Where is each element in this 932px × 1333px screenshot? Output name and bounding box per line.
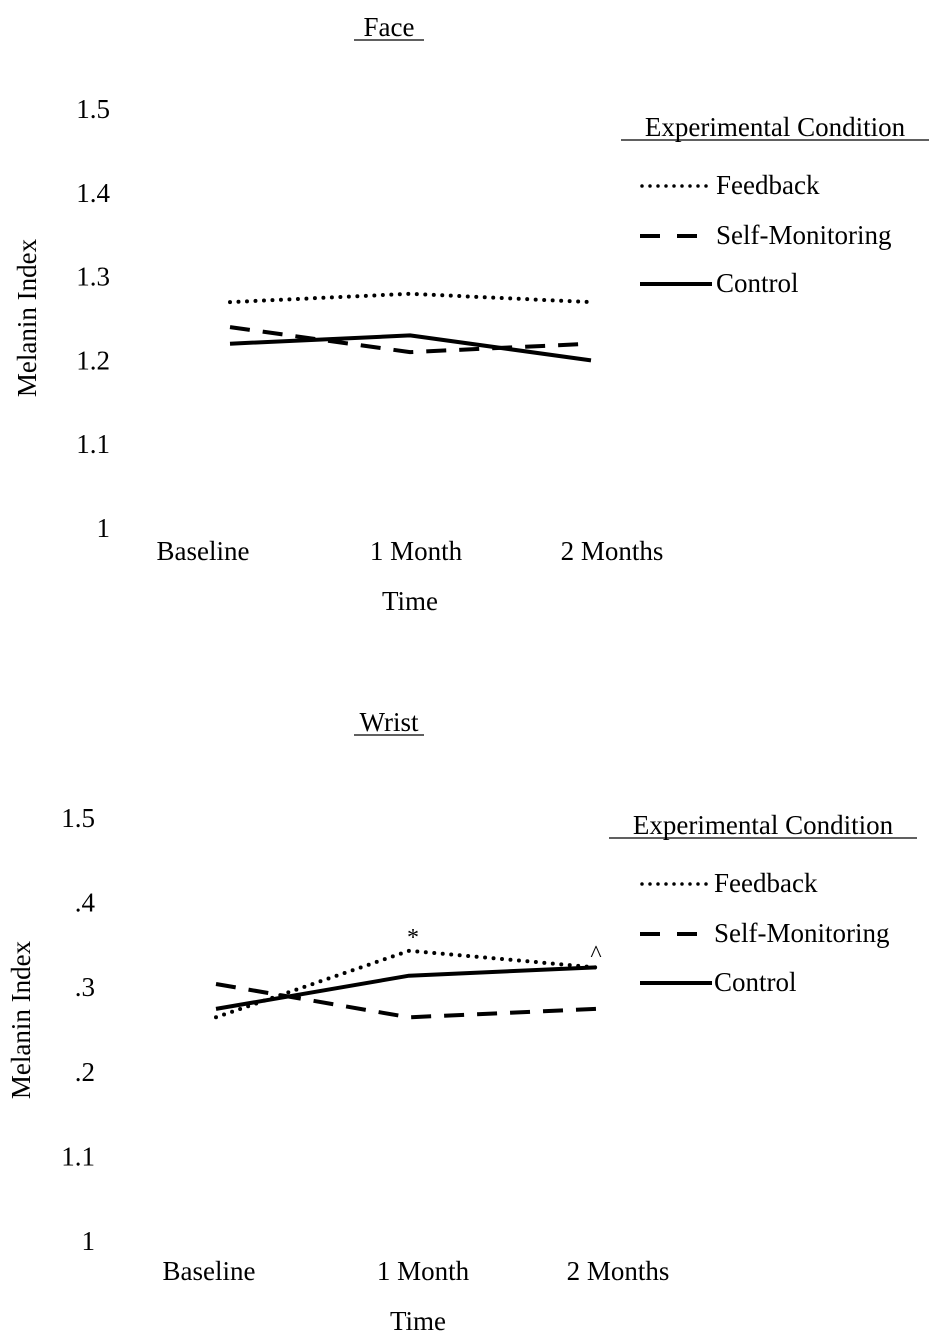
x-tick-label: 2 Months <box>567 1256 670 1286</box>
x-axis-label: Time <box>382 586 438 616</box>
y-tick-label: .3 <box>75 972 95 1002</box>
series-line-control <box>215 965 597 1011</box>
series-line-control <box>229 333 592 363</box>
y-tick-label: .4 <box>75 888 96 918</box>
y-tick-label: 1.3 <box>76 262 110 292</box>
series-line-self-monitoring <box>229 325 592 355</box>
y-tick-label: 1.1 <box>76 429 110 459</box>
legend-label: Control <box>716 268 799 298</box>
y-axis-label: Melanin Index <box>12 238 42 397</box>
chart-1: Wrist 1 1.1 .2 .3 .4 1.5 Melanin Index Baseline 1… <box>6 707 917 1333</box>
y-tick-label: 1.1 <box>61 1141 95 1171</box>
x-tick-label: Baseline <box>163 1256 256 1286</box>
y-tick-label: 1 <box>97 513 111 543</box>
chart-title: Wrist <box>360 707 419 737</box>
y-axis-label: Melanin Index <box>6 940 36 1099</box>
x-tick-label: Baseline <box>157 536 250 566</box>
legend-title: Experimental Condition <box>633 810 894 840</box>
chart-0: Face 1 1.1 1.2 1.3 1.4 1.5 Melanin Index Baselin… <box>12 12 929 616</box>
x-tick-label: 2 Months <box>561 536 664 566</box>
y-tick-label: 1.5 <box>76 94 110 124</box>
x-tick-label: 1 Month <box>370 536 463 566</box>
chart-title: Face <box>364 12 415 42</box>
x-tick-label: 1 Month <box>377 1256 470 1286</box>
legend-label: Self-Monitoring <box>714 918 890 948</box>
y-tick-label: 1 <box>82 1226 96 1256</box>
y-tick-label: 1.5 <box>61 803 95 833</box>
legend-label: Feedback <box>716 170 820 200</box>
legend-label: Control <box>714 967 797 997</box>
series-line-feedback <box>228 291 593 305</box>
series-line-feedback <box>214 948 598 1020</box>
legend-title: Experimental Condition <box>645 112 906 142</box>
legend-label: Feedback <box>714 868 818 898</box>
y-tick-label: .2 <box>75 1057 95 1087</box>
legend-label: Self-Monitoring <box>716 220 892 250</box>
y-tick-label: 1.2 <box>76 345 110 375</box>
y-tick-label: 1.4 <box>76 178 110 208</box>
significance-marker: * <box>407 925 419 951</box>
x-axis-label: Time <box>390 1306 446 1333</box>
significance-marker: ^ <box>590 941 601 967</box>
